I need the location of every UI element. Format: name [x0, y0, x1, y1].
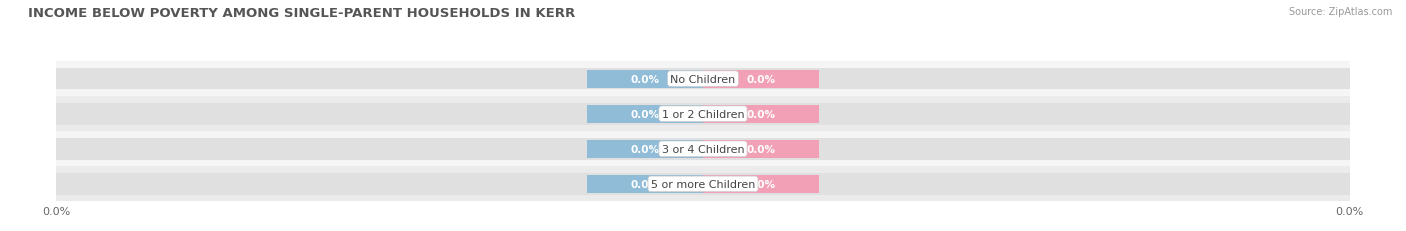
Bar [56, 167, 1350, 201]
Bar [586, 140, 703, 158]
Text: 0.0%: 0.0% [630, 109, 659, 119]
Text: 0.0%: 0.0% [747, 179, 776, 189]
Bar [703, 70, 820, 88]
Bar [56, 173, 703, 195]
Bar [703, 103, 1350, 125]
Text: 0.0%: 0.0% [747, 74, 776, 84]
Bar [703, 175, 820, 193]
Bar [56, 138, 703, 160]
Text: 1 or 2 Children: 1 or 2 Children [662, 109, 744, 119]
Bar [586, 70, 703, 88]
Bar [703, 138, 1350, 160]
Bar [703, 173, 1350, 195]
Text: 5 or more Children: 5 or more Children [651, 179, 755, 189]
Text: 0.0%: 0.0% [630, 179, 659, 189]
Bar [56, 97, 1350, 132]
Bar [703, 68, 1350, 90]
Text: Source: ZipAtlas.com: Source: ZipAtlas.com [1288, 7, 1392, 17]
Text: 0.0%: 0.0% [747, 109, 776, 119]
Text: 0.0%: 0.0% [630, 74, 659, 84]
Bar [703, 105, 820, 123]
Bar [56, 103, 703, 125]
Text: No Children: No Children [671, 74, 735, 84]
Bar [56, 68, 703, 90]
Text: 0.0%: 0.0% [630, 144, 659, 154]
Bar [586, 175, 703, 193]
Bar [703, 140, 820, 158]
Text: INCOME BELOW POVERTY AMONG SINGLE-PARENT HOUSEHOLDS IN KERR: INCOME BELOW POVERTY AMONG SINGLE-PARENT… [28, 7, 575, 20]
Text: 3 or 4 Children: 3 or 4 Children [662, 144, 744, 154]
Bar [56, 132, 1350, 167]
Bar [56, 62, 1350, 97]
Text: 0.0%: 0.0% [747, 144, 776, 154]
Bar [586, 105, 703, 123]
